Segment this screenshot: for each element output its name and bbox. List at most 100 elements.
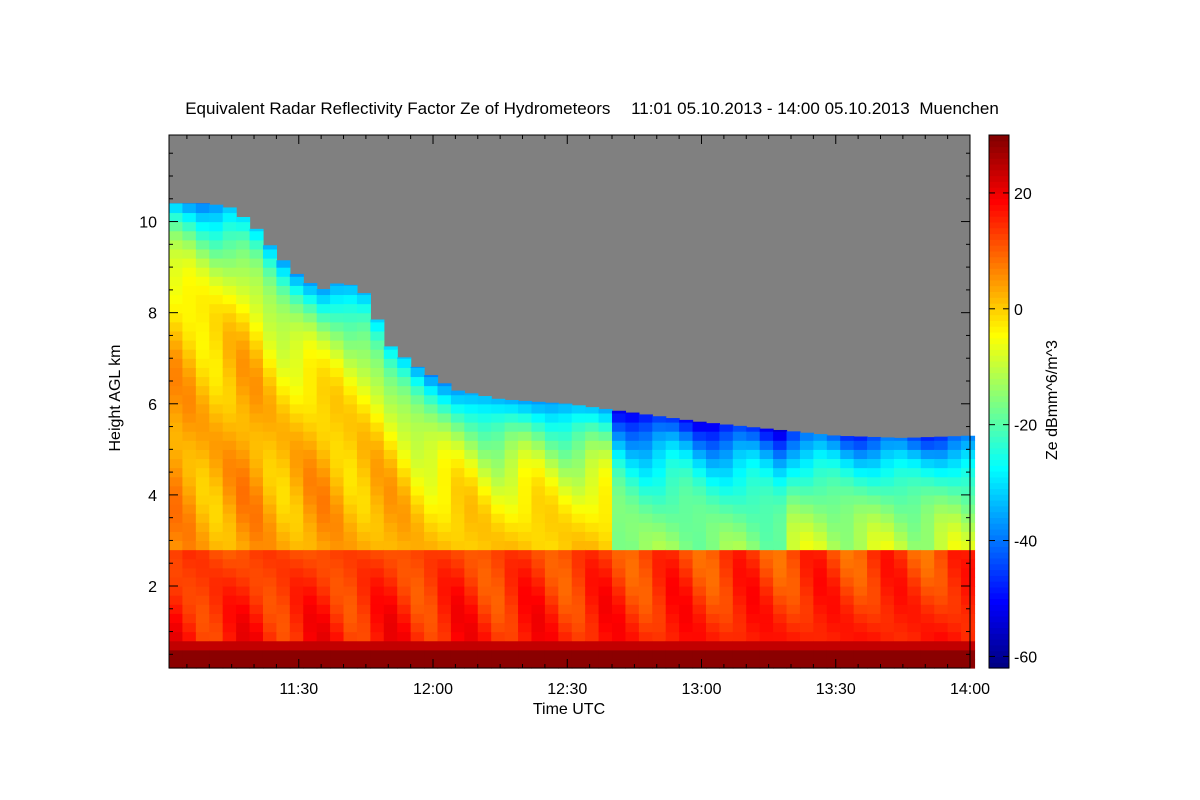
heatmap-cell bbox=[169, 449, 184, 460]
heatmap-cell bbox=[880, 494, 895, 505]
heatmap-cell bbox=[276, 260, 291, 268]
heatmap-cell bbox=[182, 203, 197, 214]
heatmap-cell bbox=[867, 567, 882, 578]
heatmap-cell bbox=[169, 631, 184, 642]
heatmap-cell bbox=[330, 640, 345, 651]
heatmap-cell bbox=[343, 485, 358, 496]
heatmap-cell bbox=[518, 403, 533, 414]
heatmap-cell bbox=[773, 567, 788, 578]
heatmap-cell bbox=[531, 458, 546, 469]
heatmap-cell bbox=[826, 576, 841, 587]
heatmap-cell bbox=[813, 531, 828, 542]
heatmap-cell bbox=[732, 431, 747, 441]
heatmap-cell bbox=[182, 576, 197, 587]
heatmap-cell bbox=[397, 640, 412, 651]
heatmap-cell bbox=[504, 449, 519, 460]
heatmap-cell bbox=[934, 458, 949, 469]
heatmap-cell bbox=[719, 522, 734, 532]
heatmap-cell bbox=[518, 558, 533, 569]
heatmap-cell bbox=[450, 613, 465, 624]
heatmap-cell bbox=[893, 494, 908, 505]
heatmap-cell bbox=[182, 221, 197, 232]
heatmap-cell bbox=[544, 586, 559, 596]
heatmap-cell bbox=[222, 230, 237, 241]
heatmap-cell bbox=[571, 640, 586, 651]
heatmap-cell bbox=[424, 586, 439, 596]
colorbar-segment bbox=[989, 337, 1009, 345]
heatmap-cell bbox=[222, 258, 237, 268]
heatmap-cell bbox=[464, 613, 479, 624]
heatmap-cell bbox=[773, 458, 788, 469]
heatmap-cell bbox=[893, 613, 908, 624]
heatmap-cell bbox=[169, 221, 184, 232]
heatmap-cell bbox=[410, 394, 425, 405]
heatmap-cell bbox=[692, 586, 707, 596]
heatmap-cell bbox=[719, 431, 734, 441]
heatmap-cell bbox=[182, 622, 197, 633]
heatmap-cell bbox=[853, 586, 868, 596]
heatmap-cell bbox=[249, 595, 264, 605]
heatmap-cell bbox=[236, 467, 251, 478]
heatmap-cell bbox=[236, 604, 251, 614]
heatmap-cell bbox=[289, 540, 304, 551]
heatmap-cell bbox=[450, 522, 465, 532]
heatmap-cell bbox=[531, 449, 546, 460]
heatmap-cell bbox=[585, 595, 600, 605]
heatmap-cell bbox=[558, 467, 573, 478]
heatmap-cell bbox=[330, 586, 345, 596]
heatmap-cell bbox=[477, 631, 492, 642]
heatmap-cell bbox=[356, 576, 371, 587]
heatmap-cell bbox=[316, 349, 331, 359]
heatmap-cell bbox=[195, 230, 210, 241]
heatmap-cell bbox=[276, 513, 291, 523]
heatmap-cell bbox=[625, 640, 640, 651]
heatmap-cell bbox=[209, 422, 224, 432]
heatmap-cell bbox=[343, 284, 358, 286]
heatmap-cell bbox=[222, 207, 237, 214]
heatmap-cell bbox=[934, 586, 949, 596]
heatmap-cell bbox=[799, 595, 814, 605]
colorbar-segment bbox=[989, 592, 1009, 600]
heatmap-cell bbox=[303, 595, 318, 605]
heatmap-cell bbox=[719, 622, 734, 633]
heatmap-cell bbox=[504, 576, 519, 587]
heatmap-cell bbox=[598, 458, 613, 469]
heatmap-cell bbox=[679, 558, 694, 569]
heatmap-cell bbox=[598, 595, 613, 605]
heatmap-cell bbox=[383, 558, 398, 569]
heatmap-cell bbox=[262, 349, 277, 359]
heatmap-cell bbox=[612, 622, 627, 633]
heatmap-cell bbox=[303, 312, 318, 323]
heatmap-cell bbox=[652, 604, 667, 614]
heatmap-cell bbox=[410, 567, 425, 578]
heatmap-cell bbox=[518, 640, 533, 651]
heatmap-cell bbox=[625, 604, 640, 614]
heatmap-cell bbox=[450, 476, 465, 487]
heatmap-cell bbox=[410, 422, 425, 432]
heatmap-cell bbox=[397, 358, 412, 368]
heatmap-cell bbox=[383, 576, 398, 587]
heatmap-cell bbox=[867, 440, 882, 450]
heatmap-cell bbox=[383, 567, 398, 578]
colorbar-segment bbox=[989, 552, 1009, 559]
heatmap-cell bbox=[504, 485, 519, 496]
heatmap-cell bbox=[303, 412, 318, 423]
heatmap-cell bbox=[732, 522, 747, 532]
colorbar-segment bbox=[989, 604, 1009, 611]
heatmap-cell bbox=[236, 658, 251, 669]
heatmap-cell bbox=[585, 407, 600, 414]
heatmap-cell bbox=[746, 658, 761, 669]
heatmap-cell bbox=[343, 312, 358, 323]
heatmap-cell bbox=[679, 431, 694, 441]
heatmap-cell bbox=[504, 494, 519, 505]
heatmap-cell bbox=[840, 649, 855, 660]
heatmap-cell bbox=[571, 540, 586, 551]
heatmap-cell bbox=[625, 522, 640, 532]
heatmap-cell bbox=[195, 248, 210, 259]
heatmap-cell bbox=[450, 467, 465, 478]
heatmap-cell bbox=[209, 567, 224, 578]
heatmap-cell bbox=[491, 467, 506, 478]
heatmap-cell bbox=[437, 586, 452, 596]
heatmap-cell bbox=[652, 549, 667, 560]
heatmap-cell bbox=[182, 312, 197, 323]
